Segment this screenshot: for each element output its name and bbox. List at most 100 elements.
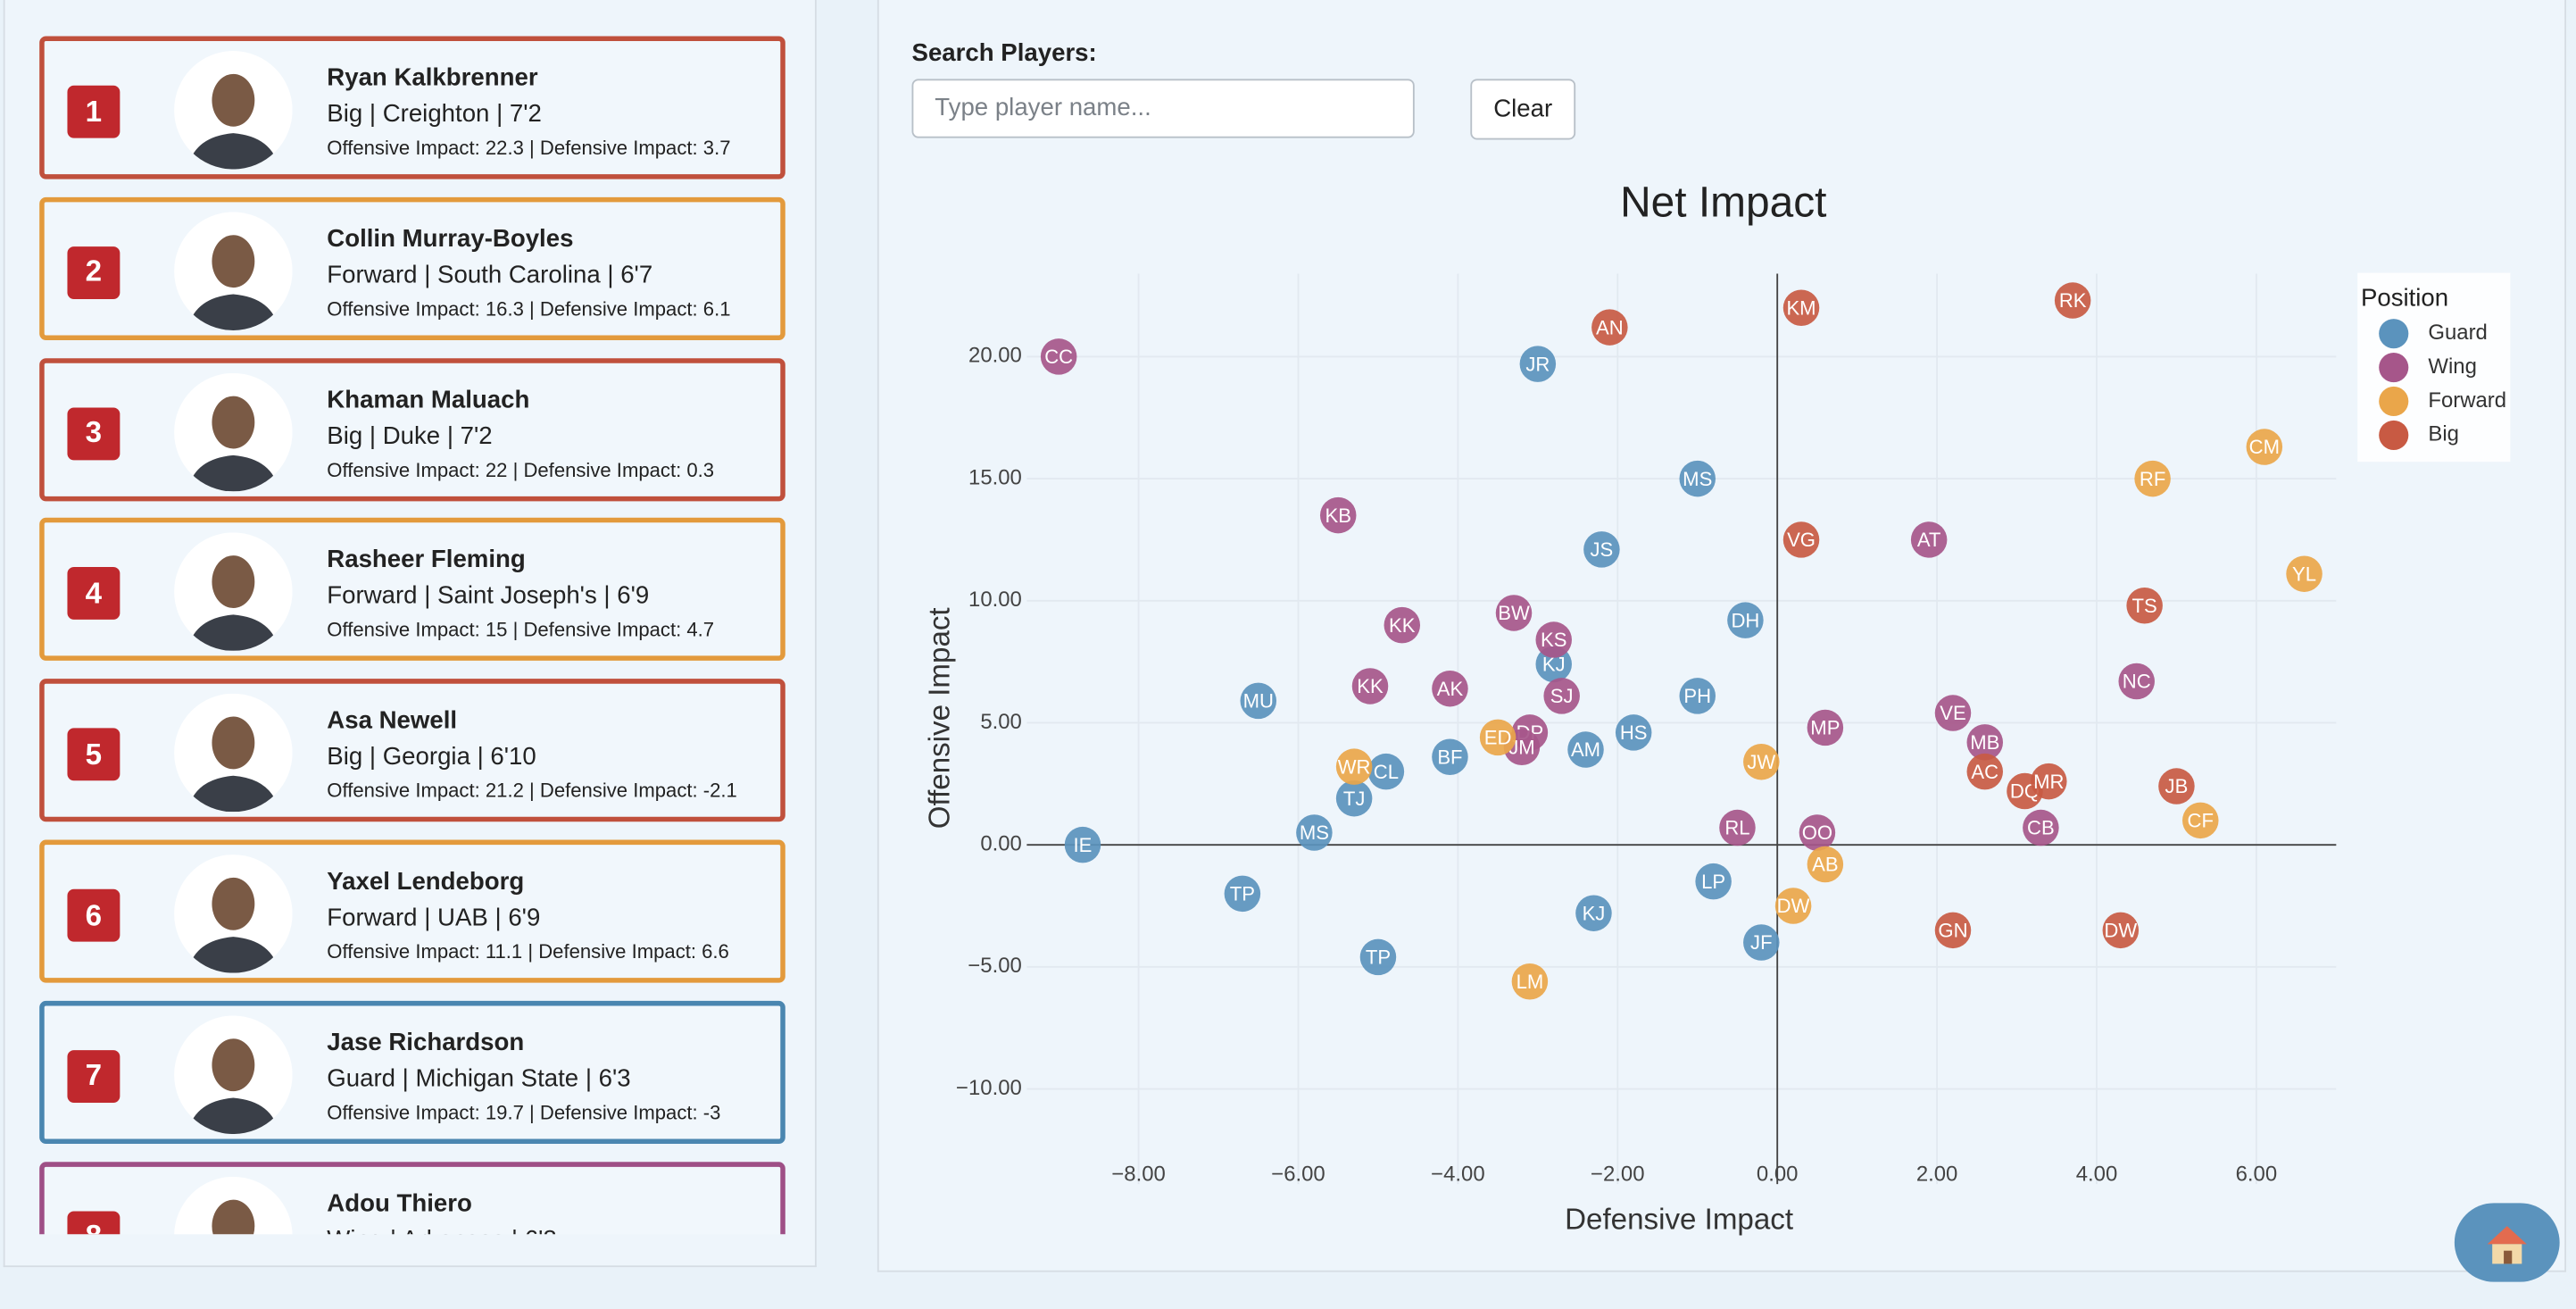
point-label: WR [1338,755,1371,778]
point-label: GN [1938,920,1967,942]
data-point [1567,731,1604,768]
point-label: DW [2104,920,2137,942]
rank-badge: 5 [67,728,120,781]
data-point [1384,606,1421,644]
data-point [1296,814,1333,851]
data-point [2054,282,2091,319]
data-point [2134,460,2171,497]
data-point [2102,912,2140,949]
player-card[interactable]: 6 Yaxel Lendeborg Forward | UAB | 6'9 Offen… [39,839,785,983]
home-button[interactable] [2454,1203,2560,1282]
data-point [1695,863,1732,900]
point-label: AB [1812,854,1838,876]
point-label: KK [1357,675,1384,697]
player-impact: Offensive Impact: 19.7 | Defensive Impac… [327,1100,721,1124]
data-point [2126,588,2163,624]
data-point [1359,938,1397,976]
y-tick-label: 10.00 [968,588,1022,612]
rank-badge: 6 [67,888,120,942]
point-label: KB [1325,504,1350,527]
player-card[interactable]: 4 Rasheer Fleming Forward | Saint Joseph's… [39,518,785,662]
player-impact: Offensive Impact: 15 | Defensive Impact:… [327,618,715,642]
point-label: IE [1074,834,1093,856]
photo-placeholder [174,372,293,491]
photo-placeholder [174,51,293,170]
x-tick-label: −2.00 [1591,1162,1644,1186]
player-impact: Offensive Impact: 16.3 | Defensive Impac… [327,296,731,321]
data-point [1934,912,1972,949]
player-impact: Offensive Impact: 21.2 | Defensive Impac… [327,779,737,803]
point-label: JB [2165,775,2189,797]
point-label: VE [1940,702,1965,724]
data-point [2023,809,2059,846]
player-details: Big | Creighton | 7'2 [327,100,542,129]
point-label: MS [1683,468,1712,490]
data-point [1679,678,1716,714]
rank-badge: 4 [67,567,120,621]
data-point [1479,719,1517,756]
data-point [2286,555,2323,592]
legend-marker [2379,352,2409,383]
player-impact: Offensive Impact: 22 | Defensive Impact:… [327,457,715,481]
player-card[interactable]: 1 Ryan Kalkbrenner Big | Creighton | 7'2 Of… [39,36,785,179]
point-label: RF [2140,468,2165,490]
data-point [1799,814,1836,851]
player-photo [174,694,293,813]
point-label: MB [1970,731,1999,754]
data-point [1591,309,1628,346]
point-label: CC [1044,346,1073,368]
player-name: Ryan Kalkbrenner [327,63,538,93]
player-card[interactable]: 3 Khaman Maluach Big | Duke | 7'2 Offensive… [39,357,785,501]
photo-placeholder [174,1015,293,1134]
point-label: AT [1917,529,1941,551]
clear-button[interactable]: Clear [1470,79,1576,140]
point-label: BF [1437,746,1462,768]
point-label: BW [1498,602,1530,624]
point-label: SJ [1550,685,1574,707]
y-tick-label: −5.00 [968,954,1021,978]
data-point [1335,780,1373,817]
search-input[interactable]: Type player name... [911,79,1415,138]
data-point [1367,753,1405,790]
point-label: CF [2188,809,2214,831]
data-point [1224,875,1261,913]
scatter-chart: Net Impact Defensive Impact Offensive Im… [923,179,2511,1236]
player-details: Guard | Michigan State | 6'3 [327,1064,631,1093]
data-point [1432,738,1468,775]
player-name: Jase Richardson [327,1028,525,1057]
data-point [1966,753,2004,790]
rank-badge: 8 [67,1210,120,1235]
data-point [1934,695,1972,731]
player-card[interactable]: 2 Collin Murray-Boyles Forward | South Car… [39,196,785,340]
point-label: OO [1802,821,1832,844]
point-label: LP [1701,871,1725,893]
rank-badge: 7 [67,1049,120,1103]
data-point [1583,531,1620,568]
player-details: Wing | Arkansas | 6'8 [327,1225,556,1234]
point-label: DW [1777,895,1810,917]
legend-marker [2379,420,2409,450]
data-point [1743,743,1780,780]
point-label: JF [1750,931,1773,954]
x-tick-label: −6.00 [1271,1162,1325,1186]
photo-placeholder [174,533,293,652]
player-card[interactable]: 7 Jase Richardson Guard | Michigan State |… [39,1000,785,1144]
chart-panel: Search Players: Type player name... Clea… [877,0,2567,1272]
x-tick-label: −4.00 [1431,1162,1485,1186]
player-card[interactable]: 5 Asa Newell Big | Georgia | 6'10 Offensive… [39,679,785,822]
point-label: KM [1786,296,1816,319]
point-label: LM [1517,971,1544,993]
data-point [1495,595,1533,631]
player-details: Big | Duke | 7'2 [327,421,493,450]
y-tick-label: 15.00 [968,465,1022,489]
rank-badge: 3 [67,406,120,460]
point-label: MR [2033,771,2064,793]
point-label: JS [1591,538,1614,561]
data-point [1040,338,1077,375]
player-card[interactable]: 8 Adou Thiero Wing | Arkansas | 6'8 [39,1161,785,1235]
data-point [1432,670,1468,707]
point-label: TJ [1343,788,1366,810]
x-axis-title: Defensive Impact [1565,1203,1793,1236]
player-details: Forward | South Carolina | 6'7 [327,261,653,289]
player-name: Adou Thiero [327,1188,472,1218]
